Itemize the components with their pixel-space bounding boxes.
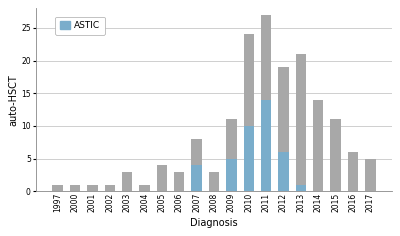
Bar: [244, 34, 254, 126]
Bar: [348, 152, 358, 191]
Bar: [226, 159, 236, 191]
Bar: [104, 185, 115, 191]
Bar: [330, 119, 341, 191]
Bar: [365, 159, 376, 191]
Bar: [296, 185, 306, 191]
Bar: [261, 100, 271, 191]
X-axis label: Diagnosis: Diagnosis: [190, 218, 238, 228]
Bar: [52, 185, 63, 191]
Bar: [209, 172, 219, 191]
Bar: [261, 15, 271, 100]
Bar: [87, 185, 98, 191]
Bar: [139, 185, 150, 191]
Bar: [191, 165, 202, 191]
Bar: [122, 172, 132, 191]
Bar: [296, 54, 306, 185]
Bar: [244, 126, 254, 191]
Bar: [70, 185, 80, 191]
Bar: [226, 119, 236, 159]
Bar: [174, 172, 184, 191]
Bar: [191, 139, 202, 165]
Y-axis label: auto-HSCT: auto-HSCT: [8, 74, 18, 126]
Bar: [278, 152, 289, 191]
Bar: [157, 165, 167, 191]
Bar: [313, 100, 324, 191]
Bar: [278, 67, 289, 152]
Legend: ASTIC: ASTIC: [55, 17, 105, 34]
